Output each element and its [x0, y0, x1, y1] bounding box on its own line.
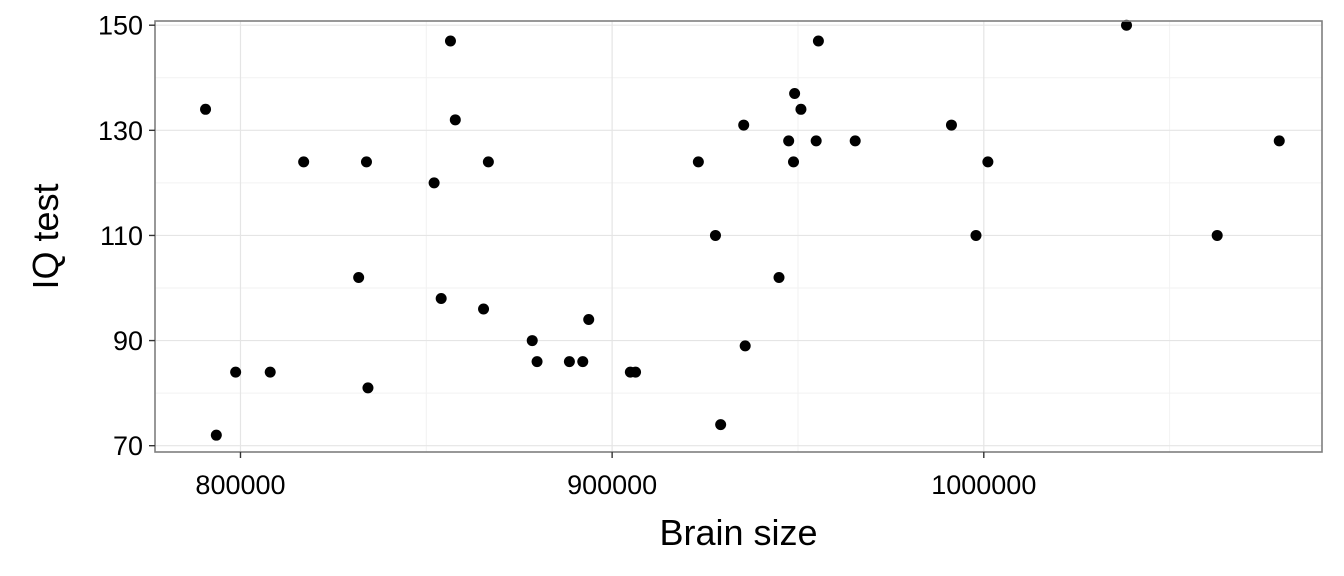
data-point	[362, 382, 374, 394]
data-point	[739, 340, 751, 352]
data-point	[583, 314, 595, 326]
data-point	[577, 356, 589, 368]
data-point	[783, 135, 795, 147]
data-point	[1273, 135, 1285, 147]
data-points	[200, 19, 1285, 441]
data-point	[449, 114, 461, 126]
data-point	[298, 156, 310, 168]
x-axis-title: Brain size	[659, 512, 817, 553]
data-point	[692, 156, 704, 168]
y-tick-label: 130	[98, 116, 143, 146]
data-point	[795, 103, 807, 115]
data-point	[773, 271, 785, 283]
y-tick-label: 110	[100, 221, 143, 251]
data-point	[353, 271, 365, 283]
data-point	[435, 293, 447, 305]
data-point	[982, 156, 994, 168]
x-axis-ticks: 800000 900000 1000000	[195, 452, 1036, 500]
data-point	[945, 119, 957, 131]
minor-gridlines	[155, 21, 1322, 452]
y-tick-label: 70	[113, 431, 143, 461]
data-point	[788, 156, 800, 168]
x-tick-label: 800000	[195, 470, 285, 500]
data-point	[709, 229, 721, 241]
data-point	[230, 366, 242, 378]
data-point	[630, 366, 642, 378]
data-point	[812, 35, 824, 47]
data-point	[428, 177, 440, 189]
data-point	[526, 335, 538, 347]
y-axis-title: IQ test	[25, 183, 66, 289]
data-point	[478, 303, 490, 315]
data-point	[1121, 19, 1133, 31]
y-axis-ticks: 70 90 110 130 150	[98, 11, 155, 461]
data-point	[360, 156, 372, 168]
data-point	[970, 229, 982, 241]
data-point	[563, 356, 575, 368]
data-point	[264, 366, 276, 378]
y-tick-label: 90	[113, 326, 143, 356]
data-point	[789, 88, 801, 100]
major-gridlines	[155, 21, 1322, 452]
data-point	[444, 35, 456, 47]
data-point	[1211, 229, 1223, 241]
data-point	[738, 119, 750, 131]
x-tick-label: 1000000	[931, 470, 1036, 500]
data-point	[849, 135, 861, 147]
data-point	[200, 103, 212, 115]
data-point	[810, 135, 822, 147]
y-tick-label: 150	[98, 11, 143, 41]
x-tick-label: 900000	[567, 470, 657, 500]
data-point	[482, 156, 494, 168]
data-point	[531, 356, 543, 368]
data-point	[210, 429, 222, 441]
plot-panel-border	[154, 20, 1323, 453]
data-point	[715, 419, 727, 431]
